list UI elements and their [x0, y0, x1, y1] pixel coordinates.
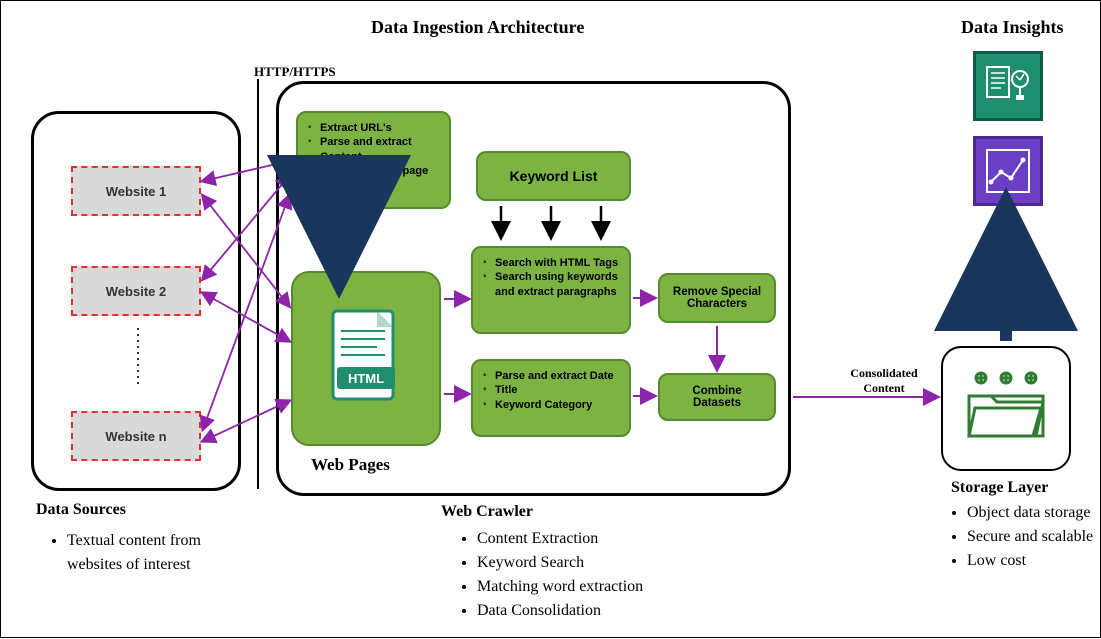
main-title: Data Ingestion Architecture — [371, 17, 584, 38]
keyword-list-box: Keyword List — [476, 151, 631, 201]
combine-box: Combine Datasets — [658, 373, 776, 421]
data-sources-label: Data Sources — [36, 501, 126, 519]
search-box: Search with HTML Tags Search using keywo… — [471, 246, 631, 334]
search-item-0: Search with HTML Tags — [483, 256, 619, 270]
folder-icon — [961, 366, 1051, 451]
website-n-box: Website n — [71, 411, 201, 461]
extract-item-1: Parse and extract Content — [308, 135, 439, 164]
website-1-box: Website 1 — [71, 166, 201, 216]
insights-title: Data Insights — [961, 17, 1064, 38]
web-pages-label: Web Pages — [311, 455, 390, 475]
parse-item-2: Keyword Category — [483, 398, 619, 412]
svg-text:HTML: HTML — [348, 371, 384, 386]
parse-item-0: Parse and extract Date — [483, 369, 619, 383]
data-sources-bullets: Textual content from websites of interes… — [49, 529, 259, 577]
insights-icon-1 — [973, 51, 1043, 121]
web-crawler-bullets: Content Extraction Keyword Search Matchi… — [459, 527, 643, 623]
storage-bullets: Object data storage Secure and scalable … — [949, 501, 1099, 573]
storage-layer-label: Storage Layer — [951, 479, 1048, 497]
ellipsis-dots: ·········· — [127, 326, 148, 401]
extract-item-2: Determine next page using RegEx — [308, 164, 439, 193]
search-item-1: Search using keywords and extract paragr… — [483, 270, 619, 299]
parse-box: Parse and extract Date Title Keyword Cat… — [471, 359, 631, 437]
remove-special-box: Remove Special Characters — [658, 273, 776, 323]
website-2-box: Website 2 — [71, 266, 201, 316]
storage-box — [941, 346, 1071, 471]
parse-item-1: Title — [483, 383, 619, 397]
insights-icon-2 — [973, 136, 1043, 206]
extract-item-0: Extract URL's — [308, 121, 439, 135]
web-crawler-label: Web Crawler — [441, 503, 533, 521]
extract-box: Extract URL's Parse and extract Content … — [296, 111, 451, 209]
web-pages-box: HTML — [291, 271, 441, 446]
consolidated-label: Consolidated Content — [834, 366, 934, 396]
html-file-icon: HTML — [327, 307, 405, 410]
http-label: HTTP/HTTPS — [254, 64, 336, 80]
